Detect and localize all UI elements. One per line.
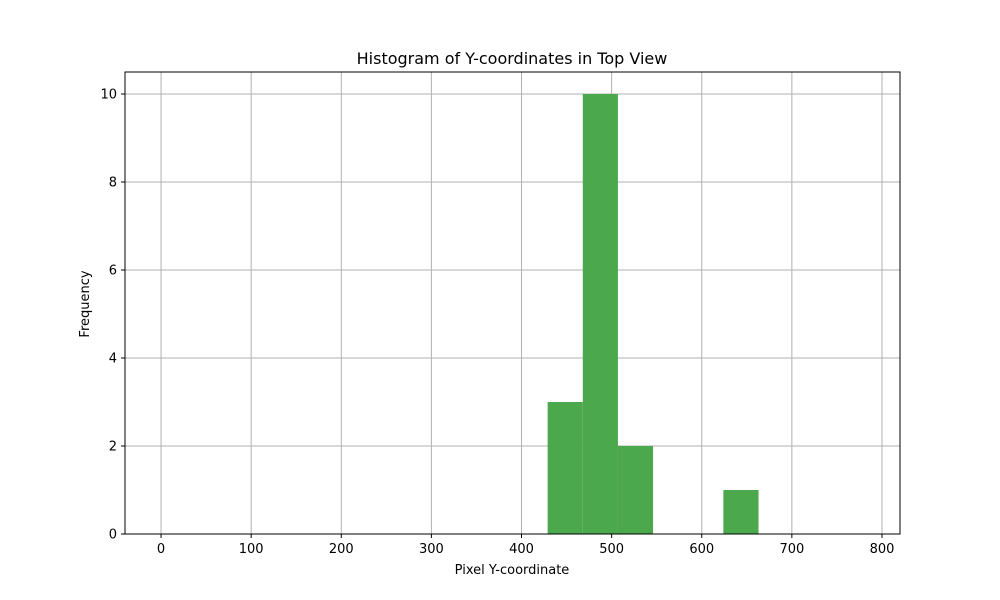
chart-title: Histogram of Y-coordinates in Top View: [357, 49, 668, 68]
y-tick-label: 10: [100, 88, 117, 103]
x-tick-label: 300: [419, 542, 444, 557]
plot-frame: [124, 71, 901, 535]
y-tick-label: 0: [109, 528, 117, 543]
y-axis-label: Frequency: [78, 270, 93, 337]
y-tick-label: 4: [109, 352, 117, 367]
x-tick-label: 0: [157, 542, 165, 557]
x-tick-label: 400: [509, 542, 534, 557]
y-tick-label: 6: [109, 264, 117, 279]
y-tick-label: 8: [109, 176, 117, 191]
ticks: 0 100 200 300 400 500 600 700 800 0 2 4 6 8 10: [100, 88, 894, 558]
histogram-bar: [547, 402, 583, 534]
x-tick-label: 800: [870, 542, 895, 557]
x-tick-label: 500: [599, 542, 624, 557]
bars: [547, 94, 759, 534]
x-tick-label: 100: [239, 542, 264, 557]
histogram-bar: [617, 446, 654, 534]
y-tick-label: 2: [109, 440, 117, 455]
x-axis-label: Pixel Y-coordinate: [455, 563, 570, 578]
histogram-bar: [723, 490, 759, 534]
histogram-bar: [582, 94, 618, 534]
x-tick-label: 200: [329, 542, 354, 557]
x-tick-label: 700: [779, 542, 804, 557]
x-tick-label: 600: [689, 542, 714, 557]
